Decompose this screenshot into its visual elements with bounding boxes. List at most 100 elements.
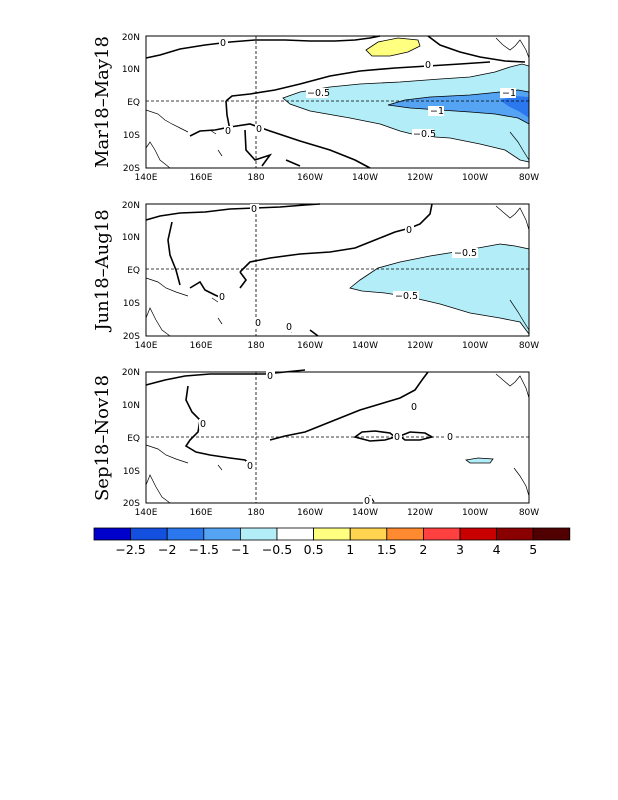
panel-3-coastline: [145, 373, 530, 504]
panel-1-contour-label: 0: [256, 124, 262, 135]
y-tick-label: 10S: [123, 131, 140, 141]
x-tick-label: 180: [247, 341, 264, 351]
panel-1: 0 0 0 0 0 −0.5 −1 −1 −0.5 20N 10N EQ 10S…: [92, 33, 540, 183]
panel-2-contour-label: 0: [251, 204, 257, 215]
x-tick-label: 140W: [352, 341, 378, 351]
colorbar-swatch: [313, 527, 351, 541]
panel-1-zero-contour-3: [189, 123, 371, 169]
x-tick-label: 100W: [462, 341, 488, 351]
panel-1-contour-label: −0.5: [307, 88, 330, 99]
panel-3-contour-label: 0: [247, 461, 253, 472]
x-tick-label: 160W: [297, 341, 323, 351]
panel-3-contour-label: 0: [447, 432, 453, 443]
panel-1-zero-contour-2: [225, 61, 491, 102]
colorbar-label: 1: [346, 542, 354, 557]
y-tick-label: 20N: [122, 368, 140, 378]
panel-2-x-ticks: 140E 160E 180 160W 140W 120W 100W 80W: [135, 341, 540, 351]
x-tick-label: 120W: [407, 173, 433, 183]
y-tick-label: EQ: [127, 98, 140, 108]
colorbar-label: 5: [529, 542, 537, 557]
colorbar-swatch: [276, 527, 314, 541]
y-tick-label: 20S: [123, 164, 140, 174]
y-tick-label: 20S: [123, 332, 140, 342]
y-tick-label: 20N: [122, 33, 140, 43]
panel-3: 0 0 0 0 0 0 0 0 20N 10N EQ 10S 20S 140E …: [92, 368, 540, 518]
panel-1-contour-label: 0: [225, 126, 231, 137]
panel-2-shade-neg05: [349, 243, 530, 336]
colorbar-label: −1: [231, 542, 249, 557]
colorbar-swatch: [422, 527, 461, 541]
x-tick-label: 80W: [519, 173, 539, 183]
x-tick-label: 80W: [519, 341, 539, 351]
x-tick-label: 80W: [519, 508, 539, 518]
panel-1-coastline: [145, 37, 530, 169]
x-tick-label: 180: [247, 173, 264, 183]
y-tick-label: 10S: [123, 467, 140, 477]
panel-3-eq-contours: [353, 430, 456, 442]
colorbar-label: 1.5: [377, 542, 397, 557]
x-tick-label: 140W: [352, 508, 378, 518]
y-tick-label: 10N: [122, 65, 140, 75]
panel-1-frame: [145, 35, 530, 169]
colorbar-label: 2: [419, 542, 427, 557]
panel-1-zero-contour-4: [225, 100, 301, 167]
colorbar-swatch: [239, 527, 278, 541]
panel-2-contour-label: −0.5: [454, 248, 477, 259]
colorbar-swatch: [166, 527, 205, 541]
colorbar-label: 4: [493, 542, 501, 557]
panel-2-contour-label: 0: [406, 225, 412, 236]
panel-1-x-ticks: 140E 160E 180 160W 140W 120W 100W 80W: [135, 173, 540, 183]
y-tick-label: 20N: [122, 201, 140, 211]
y-tick-label: 10N: [122, 401, 140, 411]
panel-1-positive-shade: [365, 37, 421, 57]
panel-3-frame: [145, 371, 530, 504]
x-tick-label: 160E: [190, 341, 213, 351]
panel-3-period-label: Sep18–Nov18: [92, 375, 113, 501]
panel-2-contour-label: 0: [255, 318, 261, 329]
panel-3-contour-label: 0: [364, 496, 370, 507]
panel-2-zero-contour: [145, 203, 433, 299]
x-tick-label: 140E: [135, 173, 158, 183]
y-tick-label: EQ: [127, 266, 140, 276]
panel-2-frame: [145, 203, 530, 337]
panel-3-contour-label: 0: [267, 371, 273, 382]
colorbar-label: −1.5: [189, 542, 219, 557]
panel-3-neg-patch: [465, 457, 494, 464]
panel-2-contour-label: 0: [219, 292, 225, 303]
colorbar-swatch: [93, 527, 131, 541]
colorbar-label: 3: [456, 542, 464, 557]
x-tick-label: 100W: [462, 508, 488, 518]
colorbar-label: −0.5: [262, 542, 292, 557]
panel-1-contour-label: −1: [502, 88, 516, 99]
panel-2: 0 0 0 0 0 −0.5 −0.5 20N 10N EQ 10S 20S 1…: [92, 201, 539, 351]
colorbar-swatch: [203, 527, 241, 541]
panel-2-contour-label: 0: [286, 322, 292, 333]
y-tick-label: EQ: [127, 434, 140, 444]
x-tick-label: 120W: [407, 508, 433, 518]
colorbar-label: −2: [158, 542, 176, 557]
colorbar-label: 0.5: [304, 542, 324, 557]
x-tick-label: 160E: [190, 173, 213, 183]
y-tick-label: 10N: [122, 233, 140, 243]
x-tick-label: 180: [247, 508, 264, 518]
x-tick-label: 120W: [407, 341, 433, 351]
panel-3-contour-label: 0: [394, 432, 400, 443]
y-tick-label: 20S: [123, 499, 140, 509]
panel-3-zero-contour: [145, 369, 429, 467]
panel-1-shade-neg15: [500, 96, 529, 118]
x-tick-label: 160W: [297, 173, 323, 183]
panel-2-period-label: Jun18–Aug18: [92, 209, 113, 332]
panel-1-contour-label: 0: [425, 60, 431, 71]
panel-1-y-ticks: 20N 10N EQ 10S 20S: [122, 33, 140, 174]
x-tick-label: 140W: [352, 173, 378, 183]
panel-1-zero-contour: [145, 35, 526, 63]
x-tick-label: 140E: [135, 341, 158, 351]
colorbar-swatch: [130, 527, 168, 541]
x-tick-label: 140E: [135, 508, 158, 518]
panel-3-x-ticks: 140E 160E 180 160W 140W 120W 100W 80W: [135, 508, 540, 518]
panel-1-contour-label: 0: [220, 38, 226, 49]
x-tick-label: 160W: [297, 508, 323, 518]
panel-2-contour-label: −0.5: [395, 291, 418, 302]
panel-2-zero-contour-2: [239, 271, 319, 337]
y-tick-label: 10S: [123, 299, 140, 309]
